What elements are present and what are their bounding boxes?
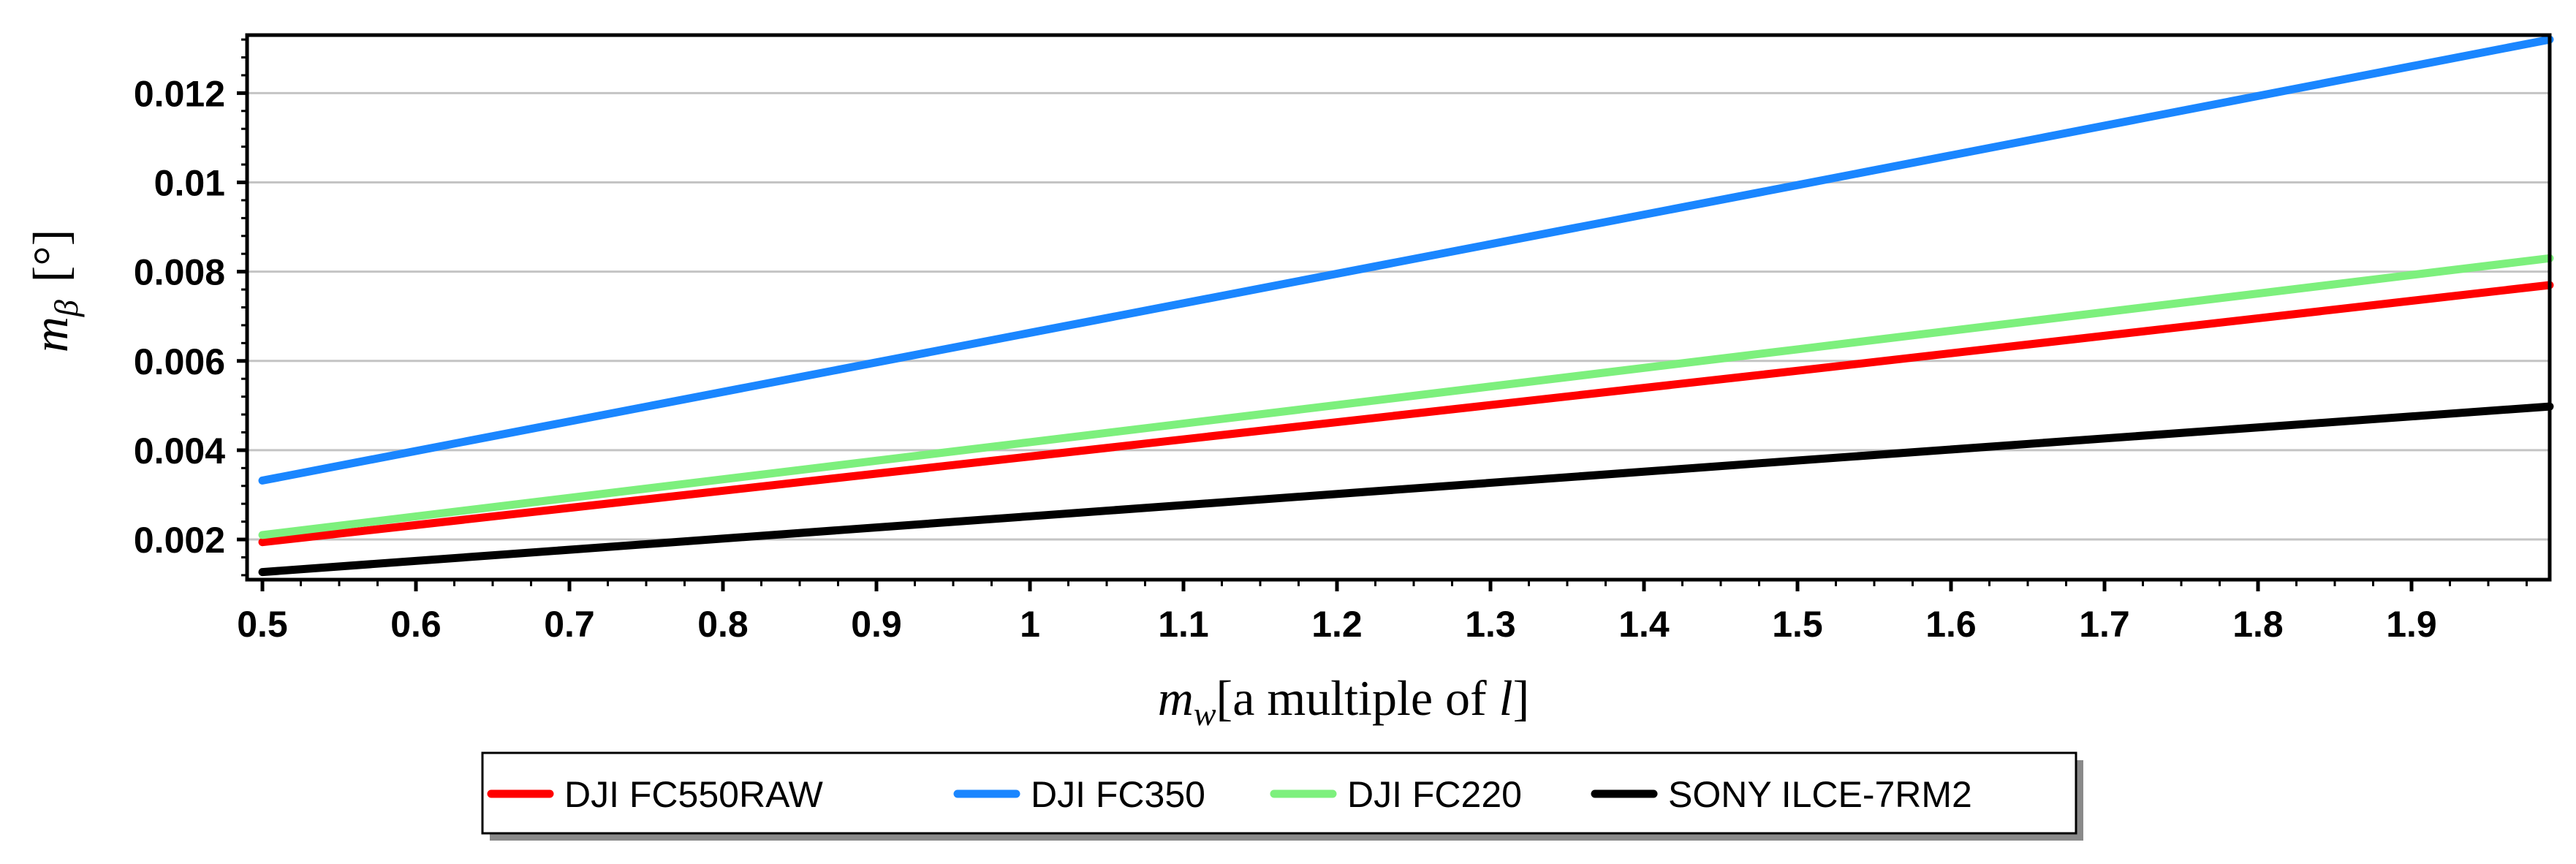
legend-label-dji-fc350: DJI FC350 xyxy=(1031,774,1205,815)
y-tick-label: 0.012 xyxy=(134,73,225,114)
grid-lines xyxy=(247,91,2550,541)
legend-label-sony-ilce-7rm2: SONY ILCE-7RM2 xyxy=(1668,774,1972,815)
x-tick-label: 0.9 xyxy=(851,604,902,645)
series-line-dji-fc220 xyxy=(258,254,2554,539)
legend-label-dji-fc550raw: DJI FC550RAW xyxy=(564,774,824,815)
x-tick-label: 1.9 xyxy=(2386,604,2437,645)
x-tick-label: 1.3 xyxy=(1465,604,1516,645)
y-tick-label: 0.01 xyxy=(154,163,225,204)
series-lines xyxy=(258,35,2554,577)
y-tick-label: 0.002 xyxy=(134,520,225,561)
x-tick-label: 1.8 xyxy=(2232,604,2284,645)
y-tick-label: 0.006 xyxy=(134,341,225,382)
x-tick-label: 1.1 xyxy=(1158,604,1209,645)
y-tick-label: 0.008 xyxy=(134,252,225,293)
x-tick-label: 0.7 xyxy=(544,604,595,645)
x-tick-label: 1.2 xyxy=(1311,604,1363,645)
legend: DJI FC550RAW DJI FC350 DJI FC220 SONY ILCE-… xyxy=(481,751,2083,841)
x-axis-ticks: 0.5 0.6 0.7 0.8 0.9 1 1.1 1.2 1.3 1.4 1.5 1.6 1.7 1.8… xyxy=(237,580,2528,645)
x-tick-label: 1.6 xyxy=(1925,604,1977,645)
y-axis-ticks: 0.002 0.004 0.006 0.008 0.01 0.012 xyxy=(134,38,247,577)
series-line-dji-fc550raw xyxy=(258,281,2554,547)
x-tick-label: 1.7 xyxy=(2079,604,2130,645)
legend-label-dji-fc220: DJI FC220 xyxy=(1347,774,1522,815)
series-line-sony-ilce-7rm2 xyxy=(258,402,2554,577)
x-tick-label: 0.5 xyxy=(237,604,288,645)
x-tick-label: 1 xyxy=(1020,604,1040,645)
y-axis-title: mβ[°] xyxy=(23,230,85,353)
x-tick-label: 1.5 xyxy=(1772,604,1823,645)
series-line-dji-fc350 xyxy=(258,35,2554,485)
y-tick-label: 0.004 xyxy=(134,431,225,471)
x-tick-label: 1.4 xyxy=(1618,604,1670,645)
x-axis-title: mw[a multiple of l] xyxy=(1158,670,1529,732)
x-tick-label: 0.6 xyxy=(390,604,442,645)
x-tick-label: 0.8 xyxy=(697,604,749,645)
